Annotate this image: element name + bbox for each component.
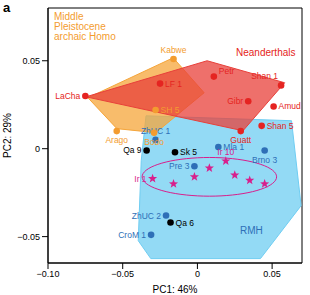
svg-text:0: 0 [35, 144, 40, 154]
svg-text:−0.10: −0.10 [37, 269, 60, 279]
svg-text:LaCha: LaCha [55, 91, 80, 101]
svg-text:Ir 1: Ir 1 [134, 174, 147, 184]
svg-text:0.05: 0.05 [22, 56, 40, 66]
svg-text:Qa 6: Qa 6 [176, 218, 195, 228]
svg-text:ZhUC 2: ZhUC 2 [132, 211, 162, 221]
svg-text:SH 5: SH 5 [161, 105, 180, 115]
svg-text:PC2: 29%: PC2: 29% [8, 113, 13, 158]
svg-text:Shan 1: Shan 1 [251, 71, 278, 81]
svg-text:Guatt: Guatt [230, 135, 251, 145]
svg-text:0.05: 0.05 [263, 269, 281, 279]
svg-text:Amud: Amud [279, 101, 301, 111]
svg-text:Arago: Arago [105, 135, 128, 145]
svg-text:−0.05: −0.05 [17, 232, 40, 242]
svg-text:Qa 9: Qa 9 [123, 145, 142, 155]
svg-text:PC1: 46%: PC1: 46% [152, 284, 197, 295]
svg-text:CroM 1: CroM 1 [118, 230, 146, 240]
svg-text:Ir 10: Ir 10 [217, 147, 234, 157]
svg-text:−0.05: −0.05 [111, 269, 134, 279]
svg-text:ZhUC 1: ZhUC 1 [141, 126, 171, 136]
html-text:Middle Pleistocene archaic Hom: Middle Pleistocene archaic Homo [54, 11, 116, 42]
svg-text:Sk 5: Sk 5 [180, 147, 197, 157]
svg-text:Bodo: Bodo [144, 137, 164, 147]
svg-text:LF 1: LF 1 [165, 79, 182, 89]
svg-text:Pre 3: Pre 3 [169, 161, 190, 171]
svg-text:Kabwe: Kabwe [161, 45, 187, 55]
html-text:a: a [3, 0, 11, 15]
svg-text:Brno 3: Brno 3 [252, 155, 277, 165]
svg-text:Petr: Petr [219, 66, 235, 76]
svg-text:0: 0 [195, 269, 200, 279]
svg-text:Gibr: Gibr [227, 96, 243, 106]
svg-text:Shan 5: Shan 5 [267, 121, 294, 131]
html-text:Neanderthals: Neanderthals [236, 47, 296, 58]
html-text:RMH: RMH [240, 225, 263, 236]
